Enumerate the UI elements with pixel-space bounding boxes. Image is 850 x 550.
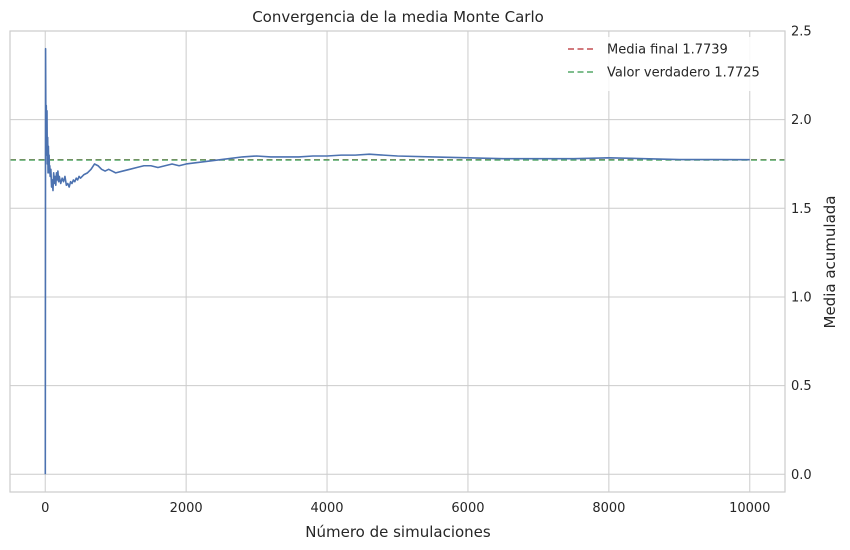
y-tick-label-1: 0.5	[791, 379, 812, 394]
x-tick-label-5: 10000	[729, 501, 770, 516]
x-tick-label-1: 2000	[170, 501, 203, 516]
legend-label-1: Valor verdadero 1.7725	[607, 66, 760, 81]
y-tick-label-2: 1.0	[791, 290, 812, 305]
legend: Media final 1.7739 Valor verdadero 1.7725	[562, 37, 772, 91]
x-axis-label: Número de simulaciones	[305, 523, 491, 541]
y-tick-label-0: 0.0	[791, 468, 812, 483]
x-tick-label-0: 0	[41, 501, 49, 516]
y-axis-label: Media acumulada	[821, 196, 839, 329]
plot-frame	[9, 30, 786, 493]
y-tick-label-5: 2.5	[791, 25, 812, 40]
y-tick-label-3: 1.5	[791, 202, 812, 217]
x-tick-label-3: 6000	[451, 501, 484, 516]
grid-lines	[10, 30, 785, 492]
y-tick-label-4: 2.0	[791, 113, 812, 128]
x-tick-label-2: 4000	[310, 501, 343, 516]
series-line-0	[44, 47, 750, 475]
legend-box	[562, 37, 772, 91]
legend-label-0: Media final 1.7739	[607, 43, 728, 58]
x-tick-label-4: 8000	[592, 501, 625, 516]
chart-title: Convergencia de la media Monte Carlo	[252, 8, 544, 26]
